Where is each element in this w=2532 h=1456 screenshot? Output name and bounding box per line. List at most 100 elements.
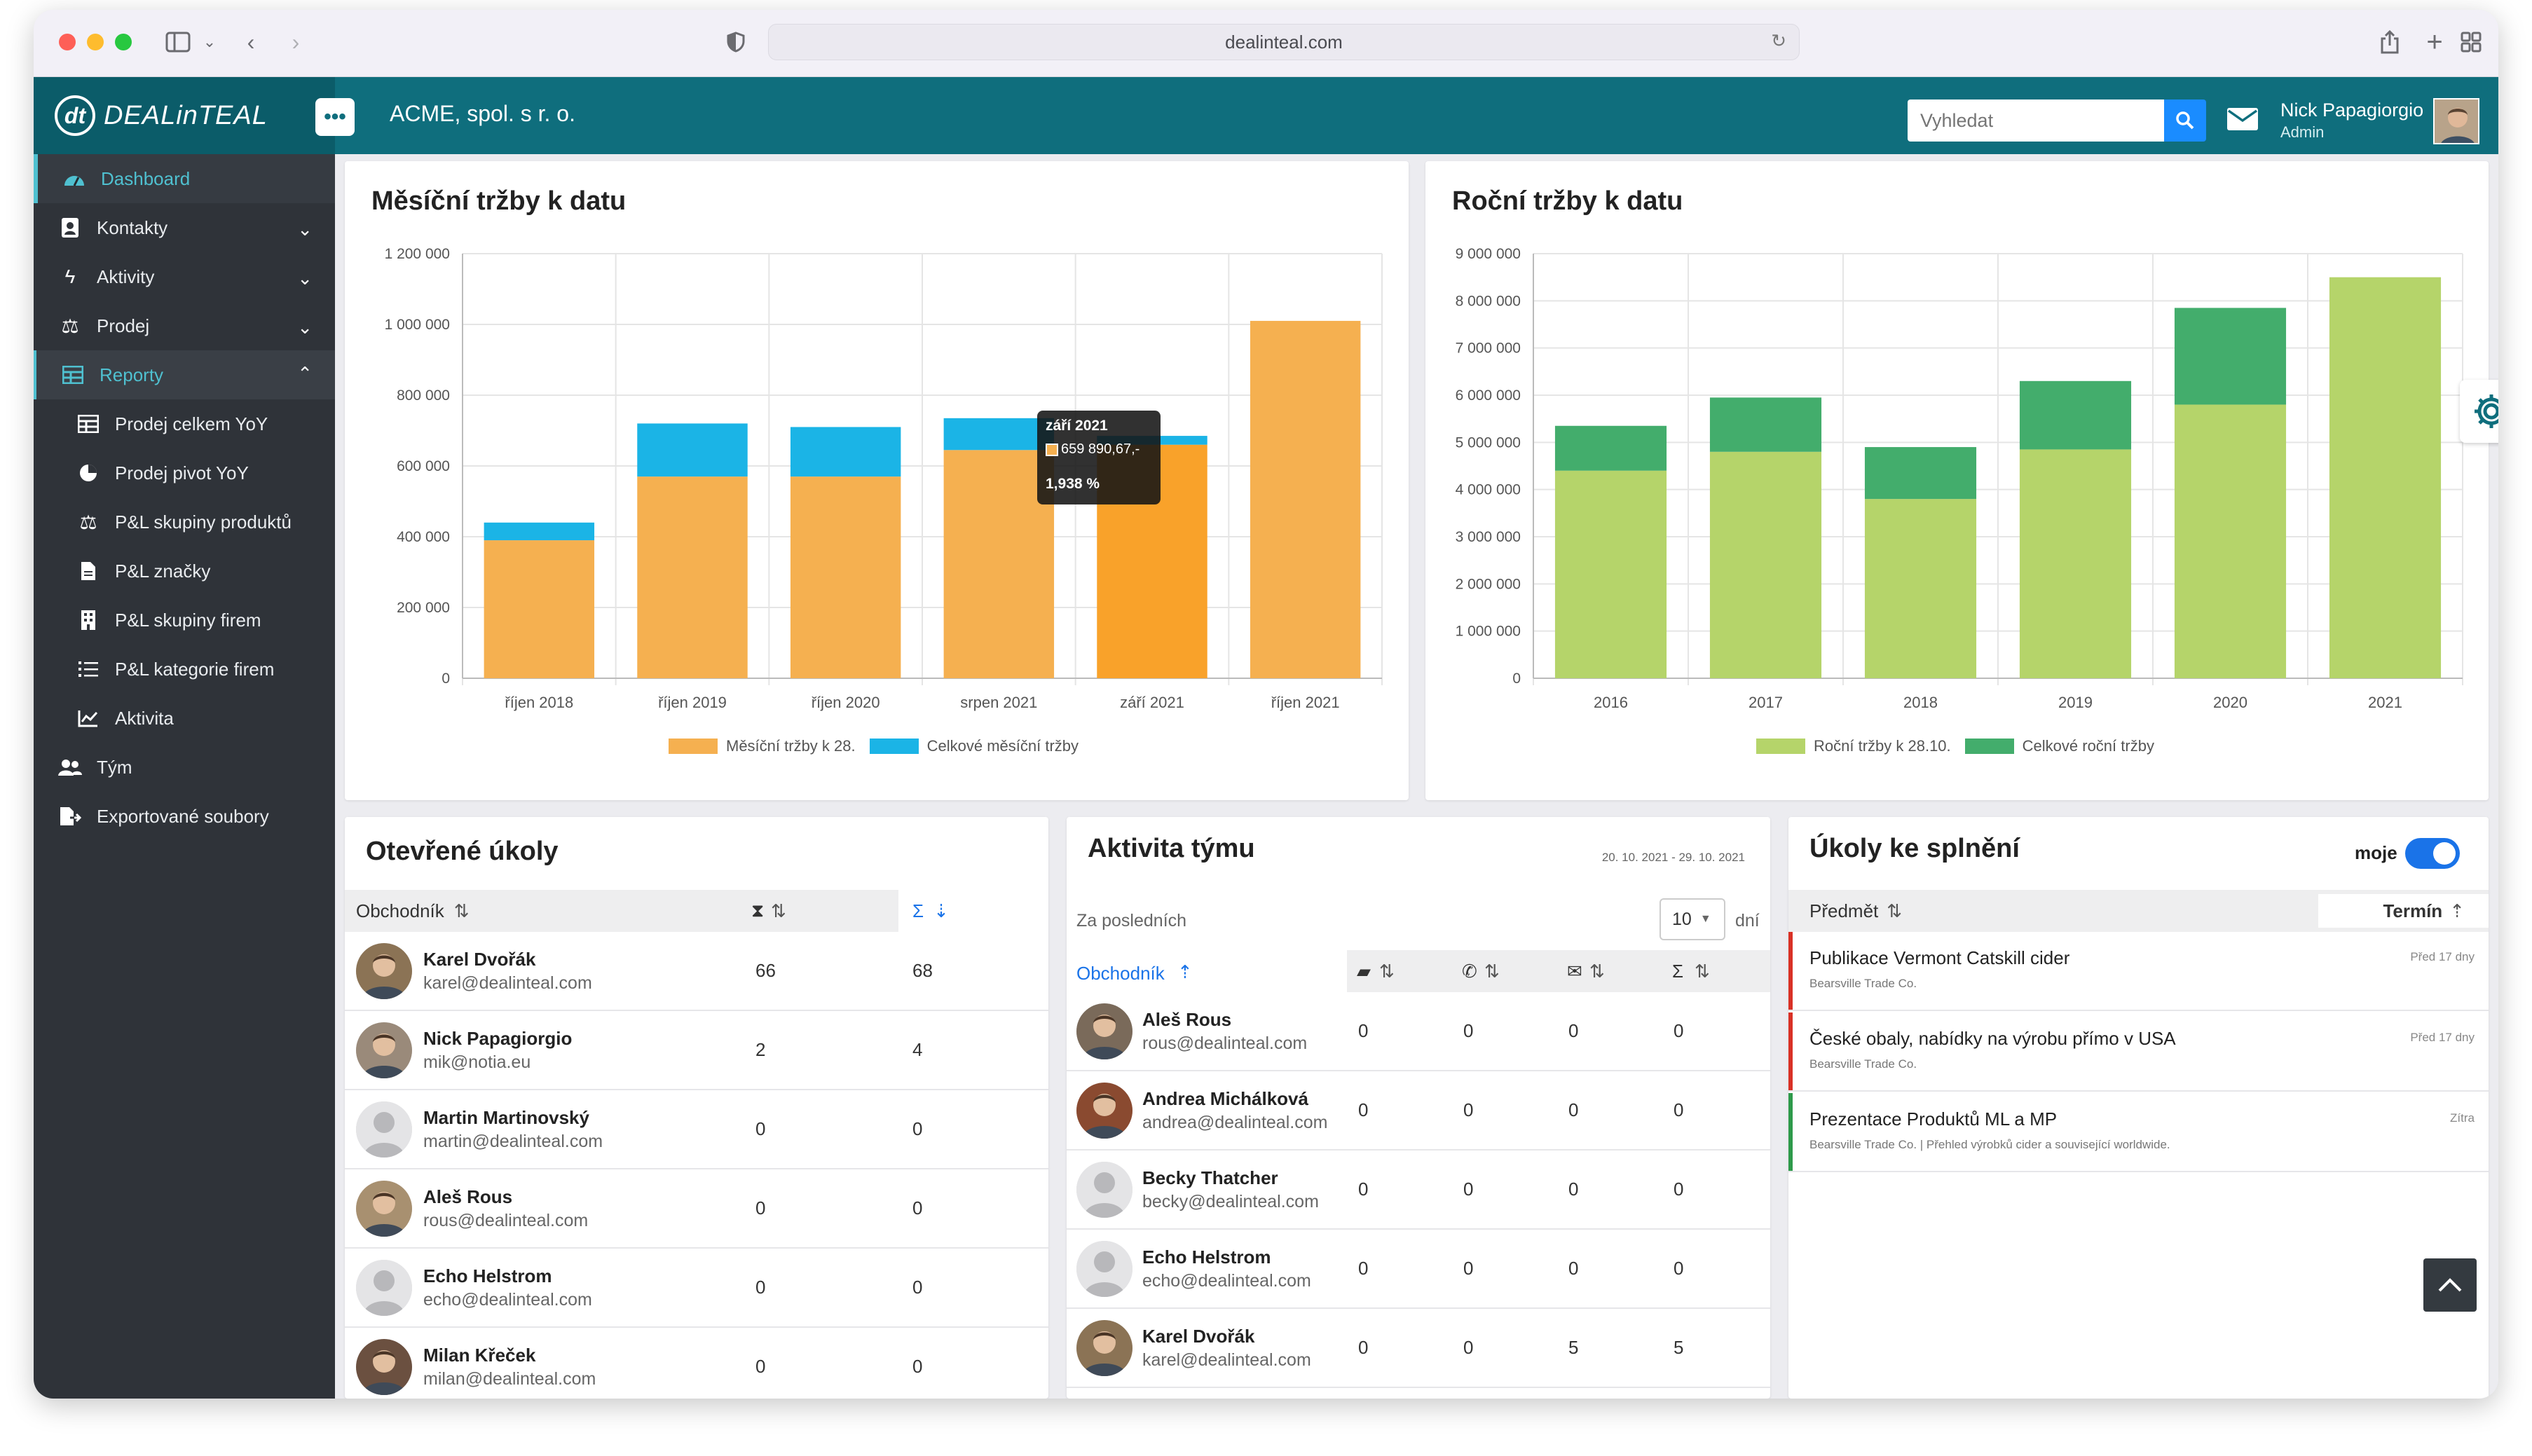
table-row[interactable]: Karel Dvořák karel@dealinteal.com 66 68 bbox=[345, 932, 1048, 1011]
minimize-window-button[interactable] bbox=[87, 34, 104, 50]
user-avatar[interactable] bbox=[2433, 98, 2479, 144]
settings-button[interactable] bbox=[2460, 380, 2498, 443]
person-name[interactable]: Aleš Rous bbox=[1142, 1008, 1232, 1030]
sort-icon[interactable]: ⇅ bbox=[1379, 960, 1395, 982]
person-email[interactable]: echo@dealinteal.com bbox=[1142, 1270, 1311, 1291]
col-salesperson[interactable]: Obchodník bbox=[1076, 963, 1165, 984]
sort-desc-icon[interactable]: ⇣ bbox=[933, 900, 949, 921]
company-name[interactable]: ACME, spol. s r. o. bbox=[390, 101, 575, 126]
task-subject[interactable]: Prezentace Produktů ML a MP bbox=[1809, 1108, 2058, 1129]
task-item[interactable]: Publikace Vermont Catskill cider Bearsvil… bbox=[1788, 932, 2489, 1011]
col-due[interactable]: Termín ⇡ bbox=[2318, 894, 2489, 928]
person-name[interactable]: Andrea Michálková bbox=[1142, 1087, 1308, 1109]
person-email[interactable]: karel@dealinteal.com bbox=[1142, 1349, 1311, 1370]
sidebar-item-pl-skupiny-firem[interactable]: P&L skupiny firem bbox=[34, 596, 335, 645]
privacy-shield-icon[interactable] bbox=[720, 27, 751, 57]
sort-icon[interactable]: ⇅ bbox=[1887, 900, 1903, 921]
chevron-down-icon[interactable]: ⌄ bbox=[297, 268, 313, 289]
sidebar-item-tym[interactable]: Tým bbox=[34, 743, 335, 792]
person-email[interactable]: karel@dealinteal.com bbox=[423, 973, 592, 993]
person-email[interactable]: echo@dealinteal.com bbox=[423, 1289, 592, 1310]
table-row[interactable]: Becky Thatcher becky@dealinteal.com 0 0 0 0 bbox=[1067, 1151, 1770, 1230]
search-input[interactable] bbox=[1908, 99, 2164, 142]
legend-label[interactable]: Celkové roční tržby bbox=[2022, 737, 2154, 755]
forward-icon[interactable]: › bbox=[292, 29, 300, 55]
person-email[interactable]: mik@notia.eu bbox=[423, 1052, 531, 1072]
task-item[interactable]: České obaly, nabídky na výrobu přímo v U… bbox=[1788, 1012, 2489, 1092]
person-email[interactable]: rous@dealinteal.com bbox=[1142, 1033, 1308, 1053]
col-sum[interactable]: Σ bbox=[1672, 960, 1684, 982]
person-email[interactable]: andrea@dealinteal.com bbox=[1142, 1112, 1328, 1132]
task-item[interactable]: Prezentace Produktů ML a MP Bearsville Tr… bbox=[1788, 1093, 2489, 1172]
person-name[interactable]: Becky Thatcher bbox=[1142, 1167, 1278, 1188]
sort-asc-icon[interactable]: ⇡ bbox=[2449, 900, 2465, 921]
person-name[interactable]: Karel Dvořák bbox=[423, 948, 536, 970]
sort-icon[interactable]: ⇅ bbox=[453, 900, 470, 921]
sort-icon[interactable]: ⇅ bbox=[1695, 960, 1710, 982]
person-name[interactable]: Milan Křeček bbox=[423, 1344, 536, 1366]
sort-icon[interactable]: ⇅ bbox=[771, 900, 786, 921]
sidebar-item-pl-kategorie-firem[interactable]: P&L kategorie firem bbox=[34, 645, 335, 694]
table-row[interactable]: Martin Martinovský martin@dealinteal.com 0… bbox=[345, 1090, 1048, 1169]
legend-label[interactable]: Roční tržby k 28.10. bbox=[1814, 737, 1951, 755]
sidebar-item-aktivity[interactable]: ϟ Aktivity ⌄ bbox=[34, 252, 335, 301]
close-window-button[interactable] bbox=[59, 34, 76, 50]
sidebar-item-prodej-celkem-yoy[interactable]: Prodej celkem YoY bbox=[34, 399, 335, 448]
reload-icon[interactable]: ↻ bbox=[1771, 30, 1786, 51]
col-sum[interactable]: Σ bbox=[912, 900, 924, 921]
chevron-down-icon[interactable]: ⌄ bbox=[203, 33, 217, 50]
mine-toggle[interactable] bbox=[2405, 838, 2460, 869]
more-menu-button[interactable]: ••• bbox=[315, 98, 355, 136]
sidebar-item-exportovane-soubory[interactable]: Exportované soubory bbox=[34, 792, 335, 841]
scroll-to-top-button[interactable] bbox=[2423, 1258, 2477, 1312]
legend-label[interactable]: Měsíční tržby k 28. bbox=[726, 737, 856, 755]
person-email[interactable]: milan@dealinteal.com bbox=[423, 1368, 596, 1389]
sidebar-toggle-icon[interactable] bbox=[157, 27, 199, 57]
person-name[interactable]: Karel Dvořák bbox=[1142, 1325, 1255, 1347]
person-email[interactable]: becky@dealinteal.com bbox=[1142, 1191, 1319, 1211]
table-row[interactable]: Aleš Rous rous@dealinteal.com 0 0 bbox=[345, 1169, 1048, 1249]
person-email[interactable]: rous@dealinteal.com bbox=[423, 1210, 589, 1230]
new-tab-icon[interactable]: + bbox=[2426, 26, 2443, 57]
person-name[interactable]: Echo Helstrom bbox=[423, 1265, 552, 1286]
task-subject[interactable]: České obaly, nabídky na výrobu přímo v U… bbox=[1809, 1028, 2176, 1049]
sidebar-item-reporty[interactable]: Reporty ⌃ bbox=[34, 350, 335, 399]
table-row[interactable]: Milan Křeček milan@dealinteal.com 0 0 bbox=[345, 1328, 1048, 1399]
sort-asc-icon[interactable]: ⇡ bbox=[1177, 961, 1193, 982]
sort-icon[interactable]: ⇅ bbox=[1589, 960, 1605, 982]
chevron-down-icon[interactable]: ⌄ bbox=[297, 219, 313, 240]
chevron-up-icon[interactable]: ⌃ bbox=[297, 363, 313, 384]
zoom-window-button[interactable] bbox=[115, 34, 132, 50]
back-icon[interactable]: ‹ bbox=[247, 29, 255, 55]
sort-icon[interactable]: ⇅ bbox=[1484, 960, 1500, 982]
sidebar-item-pl-skupiny-produktu[interactable]: ⚖ P&L skupiny produktů bbox=[34, 497, 335, 547]
person-email[interactable]: martin@dealinteal.com bbox=[423, 1131, 603, 1151]
sidebar-item-prodej[interactable]: ⚖ Prodej ⌄ bbox=[34, 301, 335, 350]
person-name[interactable]: Echo Helstrom bbox=[1142, 1246, 1271, 1268]
table-row[interactable]: Andrea Michálková andrea@dealinteal.com 0 0… bbox=[1067, 1071, 1770, 1151]
sidebar-item-prodej-pivot-yoy[interactable]: Prodej pivot YoY bbox=[34, 448, 335, 497]
table-row[interactable]: Nick Papagiorgio mik@notia.eu 2 4 bbox=[345, 1011, 1048, 1090]
legend-label[interactable]: Celkové měsíční tržby bbox=[926, 737, 1079, 755]
logo[interactable]: dt DEALinTEAL bbox=[34, 77, 335, 154]
table-row[interactable]: Aleš Rous rous@dealinteal.com 0 0 0 0 bbox=[1067, 992, 1770, 1071]
share-icon[interactable] bbox=[2374, 27, 2405, 57]
sidebar-item-aktivita[interactable]: Aktivita bbox=[34, 694, 335, 743]
open-tasks-sum-header[interactable]: Σ ⇣ bbox=[898, 890, 1048, 932]
task-subject[interactable]: Publikace Vermont Catskill cider bbox=[1809, 947, 2070, 968]
person-name[interactable]: Nick Papagiorgio bbox=[423, 1027, 573, 1049]
table-row[interactable]: Echo Helstrom echo@dealinteal.com 0 0 bbox=[345, 1249, 1048, 1328]
person-name[interactable]: Martin Martinovský bbox=[423, 1106, 589, 1128]
address-bar[interactable]: dealinteal.com ↻ bbox=[768, 24, 1800, 60]
col-salesperson[interactable]: Obchodník bbox=[356, 900, 444, 921]
sidebar-item-kontakty[interactable]: Kontakty ⌄ bbox=[34, 203, 335, 252]
search-button[interactable] bbox=[2164, 99, 2206, 142]
sidebar-item-pl-znacky[interactable]: P&L značky bbox=[34, 547, 335, 596]
table-row[interactable]: Karel Dvořák karel@dealinteal.com 0 0 5 5 bbox=[1067, 1309, 1770, 1388]
person-name[interactable]: Aleš Rous bbox=[423, 1186, 513, 1207]
table-row[interactable]: Echo Helstrom echo@dealinteal.com 0 0 0 0 bbox=[1067, 1230, 1770, 1309]
period-select[interactable]: 10 ▼ bbox=[1660, 898, 1725, 940]
sidebar-item-dashboard[interactable]: Dashboard bbox=[34, 154, 335, 203]
tab-overview-icon[interactable] bbox=[2456, 27, 2486, 57]
mail-icon[interactable] bbox=[2226, 107, 2259, 132]
